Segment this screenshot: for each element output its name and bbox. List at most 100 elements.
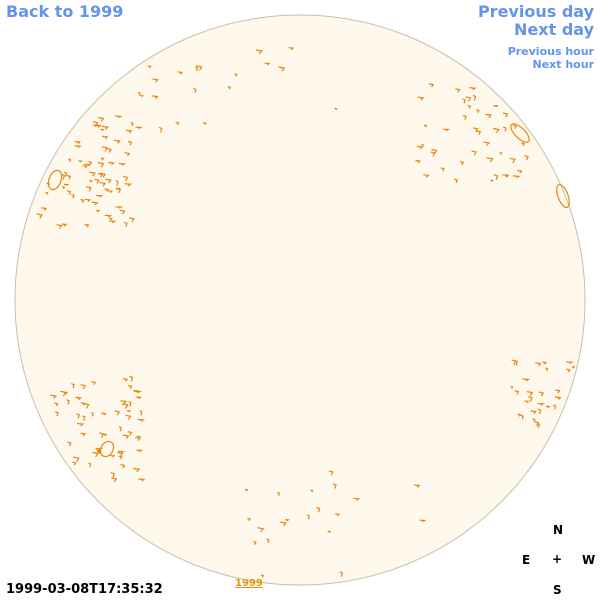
activity-contour xyxy=(110,472,116,478)
activity-contour xyxy=(74,140,82,145)
activity-contour xyxy=(114,410,121,416)
activity-contour xyxy=(127,140,133,146)
activity-contour xyxy=(417,96,425,101)
activity-contour xyxy=(71,383,75,389)
compass-east: E xyxy=(522,553,531,567)
activity-contour xyxy=(88,462,92,468)
activity-contour xyxy=(40,207,48,211)
activity-contour xyxy=(56,224,63,229)
activity-contour xyxy=(80,384,86,390)
activity-contour xyxy=(85,186,92,192)
activity-contour xyxy=(125,129,133,134)
activity-contour xyxy=(80,198,85,204)
activity-contour xyxy=(118,455,123,460)
activity-contour xyxy=(353,497,361,501)
back-to-year-link[interactable]: Back to 1999 xyxy=(6,2,124,21)
compass-center: + xyxy=(552,552,563,566)
activity-contour xyxy=(82,402,90,409)
activity-contour xyxy=(85,198,92,203)
activity-contour xyxy=(471,150,477,156)
activity-contour xyxy=(528,396,533,402)
activity-contour xyxy=(419,519,427,523)
activity-contour xyxy=(136,449,143,453)
activity-contour xyxy=(264,62,271,66)
activity-contour xyxy=(423,124,428,128)
activity-contour xyxy=(54,402,59,407)
activity-contour xyxy=(137,418,146,422)
activity-contour xyxy=(327,530,332,534)
activity-contour xyxy=(502,126,507,132)
activity-contour xyxy=(104,214,113,218)
activity-contour xyxy=(524,155,529,161)
activity-contour xyxy=(510,385,514,390)
activity-contour xyxy=(512,175,521,179)
activity-contour xyxy=(102,146,108,152)
activity-contour xyxy=(122,378,129,382)
activity-contour xyxy=(61,185,66,190)
activity-contour xyxy=(428,83,435,88)
activity-contour xyxy=(105,178,112,184)
activity-contour xyxy=(90,412,94,417)
activity-contour xyxy=(91,381,97,386)
activity-contour xyxy=(537,408,542,415)
activity-contour xyxy=(84,223,90,228)
activity-contour xyxy=(545,405,551,409)
activity-contour xyxy=(122,434,130,440)
previous-hour-link[interactable]: Previous hour xyxy=(507,45,594,58)
activity-contour xyxy=(534,421,540,427)
activity-contour xyxy=(152,78,159,83)
activity-contour xyxy=(72,461,77,466)
previous-day-link[interactable]: Previous day xyxy=(477,2,594,21)
activity-contour xyxy=(196,65,203,71)
activity-contour xyxy=(423,174,430,178)
activity-contour xyxy=(462,114,467,120)
activity-contour xyxy=(467,104,472,109)
activity-contour xyxy=(36,213,43,219)
activity-contour xyxy=(80,432,87,437)
activity-contour xyxy=(440,167,445,172)
next-hour-link[interactable]: Next hour xyxy=(532,58,595,71)
activity-contour xyxy=(509,157,516,164)
activity-contour xyxy=(109,220,117,224)
activity-contour xyxy=(91,201,99,206)
solar-disk xyxy=(14,14,586,586)
activity-contour xyxy=(552,404,557,410)
activity-contour xyxy=(104,188,109,192)
activity-contour xyxy=(98,117,105,122)
activity-contour xyxy=(158,126,163,133)
activity-contour xyxy=(542,361,548,365)
activity-contour xyxy=(100,128,105,132)
activity-contour xyxy=(130,121,134,126)
activity-contour xyxy=(521,142,525,147)
activity-contour xyxy=(137,91,141,96)
activity-contour xyxy=(280,521,287,527)
activity-contour xyxy=(278,66,286,72)
activity-contour xyxy=(92,451,99,458)
activity-contour xyxy=(316,506,321,513)
activity-contour xyxy=(82,165,88,169)
activity-contour xyxy=(284,519,290,522)
activity-contour xyxy=(537,402,545,406)
activity-contour xyxy=(465,96,472,102)
activity-contour xyxy=(476,109,480,114)
activity-contour xyxy=(77,422,85,427)
activity-contour xyxy=(493,174,499,181)
activity-contour xyxy=(75,413,81,419)
activity-contour xyxy=(89,171,96,177)
activity-contour xyxy=(67,441,72,447)
activity-contour xyxy=(68,158,72,163)
activity-contour xyxy=(111,477,118,483)
year-link[interactable]: 1999 xyxy=(235,578,263,589)
next-day-link[interactable]: Next day xyxy=(514,20,594,39)
activity-contour xyxy=(266,538,270,544)
activity-contour xyxy=(63,391,68,395)
activity-contour xyxy=(538,391,544,397)
activity-contour xyxy=(96,194,104,198)
activity-contour xyxy=(61,223,68,227)
activity-contour xyxy=(514,359,519,366)
activity-contour xyxy=(526,391,534,396)
activity-contour xyxy=(555,389,561,394)
activity-contour xyxy=(421,144,425,147)
activity-contour xyxy=(124,152,131,157)
